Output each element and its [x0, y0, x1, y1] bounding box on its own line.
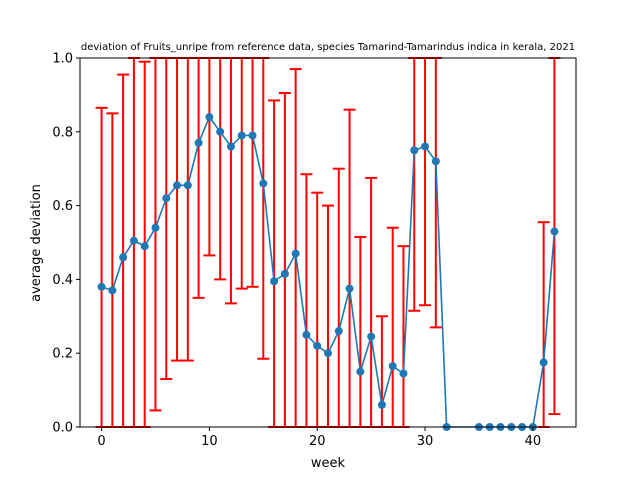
data-point	[410, 146, 419, 155]
y-tick-label: 0.6	[52, 199, 73, 214]
data-point	[388, 362, 397, 371]
chart-title: deviation of Fruits_unripe from referenc…	[81, 42, 575, 53]
data-point	[302, 330, 311, 339]
data-point	[226, 142, 235, 151]
data-point	[194, 138, 203, 147]
data-point	[129, 236, 138, 245]
data-point	[237, 131, 246, 140]
data-point	[280, 269, 289, 278]
y-tick-label: 0.8	[52, 125, 73, 140]
plot-frame	[79, 57, 577, 428]
data-point	[367, 332, 376, 341]
data-point	[334, 327, 343, 336]
data-point	[324, 349, 332, 358]
data-point	[345, 284, 354, 293]
y-tick-label: 0.4	[52, 273, 73, 288]
data-point	[431, 157, 440, 166]
x-tick-label: 0	[97, 434, 105, 449]
data-point	[97, 282, 106, 291]
x-tick-label: 30	[417, 434, 434, 449]
data-point	[151, 223, 160, 232]
x-axis-ticks: 0 10 20 30 40	[97, 427, 541, 449]
data-point	[183, 181, 192, 190]
data-point	[259, 179, 268, 188]
data-point	[550, 227, 559, 236]
data-point	[162, 194, 171, 203]
y-tick-label: 1.0	[52, 52, 73, 67]
data-point	[399, 369, 408, 378]
data-point	[270, 277, 279, 286]
data-point	[313, 341, 322, 350]
data-point	[119, 253, 128, 262]
x-tick-label: 20	[309, 434, 326, 449]
data-point	[377, 400, 386, 409]
data-point	[205, 113, 214, 122]
data-point	[108, 286, 117, 295]
x-tick-label: 10	[201, 434, 218, 449]
data-point	[248, 131, 257, 140]
y-tick-label: 0.0	[52, 421, 73, 436]
data-point	[173, 181, 182, 190]
x-tick-label: 40	[525, 434, 542, 449]
y-axis-ticks: 0.0 0.2 0.4 0.6 0.8 1.0	[52, 52, 80, 436]
x-axis-label: week	[311, 456, 346, 471]
y-tick-label: 0.2	[52, 347, 73, 362]
y-axis-label: average deviation	[29, 184, 44, 302]
data-point	[140, 242, 149, 251]
data-point	[539, 358, 548, 367]
data-point	[216, 127, 225, 136]
error-bars	[95, 57, 561, 428]
data-point	[291, 249, 300, 258]
data-point	[421, 142, 430, 151]
data-point	[356, 367, 365, 376]
